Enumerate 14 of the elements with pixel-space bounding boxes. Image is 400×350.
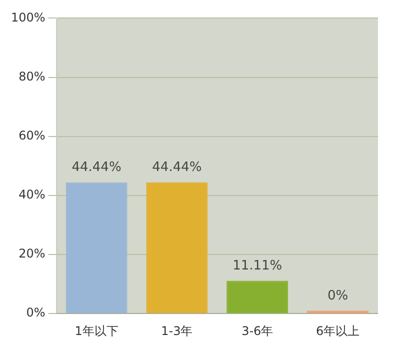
y-tick-label: 80%	[18, 69, 46, 84]
x-tick-label: 1-3年	[161, 324, 193, 338]
x-tick-label: 6年以上	[316, 324, 360, 338]
data-label: 11.11%	[232, 258, 282, 274]
data-label: 44.44%	[152, 160, 202, 176]
x-tick-label: 3-6年	[242, 324, 274, 338]
y-tick-label: 100%	[10, 10, 46, 24]
y-tick-label: 60%	[18, 128, 46, 142]
data-label: 0%	[327, 288, 348, 304]
data-label: 44.44%	[72, 160, 122, 176]
y-tick-label: 0%	[26, 306, 46, 320]
x-tick-label: 1年以下	[74, 324, 118, 338]
y-tick-label: 40%	[18, 188, 46, 202]
y-tick-label: 20%	[18, 246, 46, 261]
